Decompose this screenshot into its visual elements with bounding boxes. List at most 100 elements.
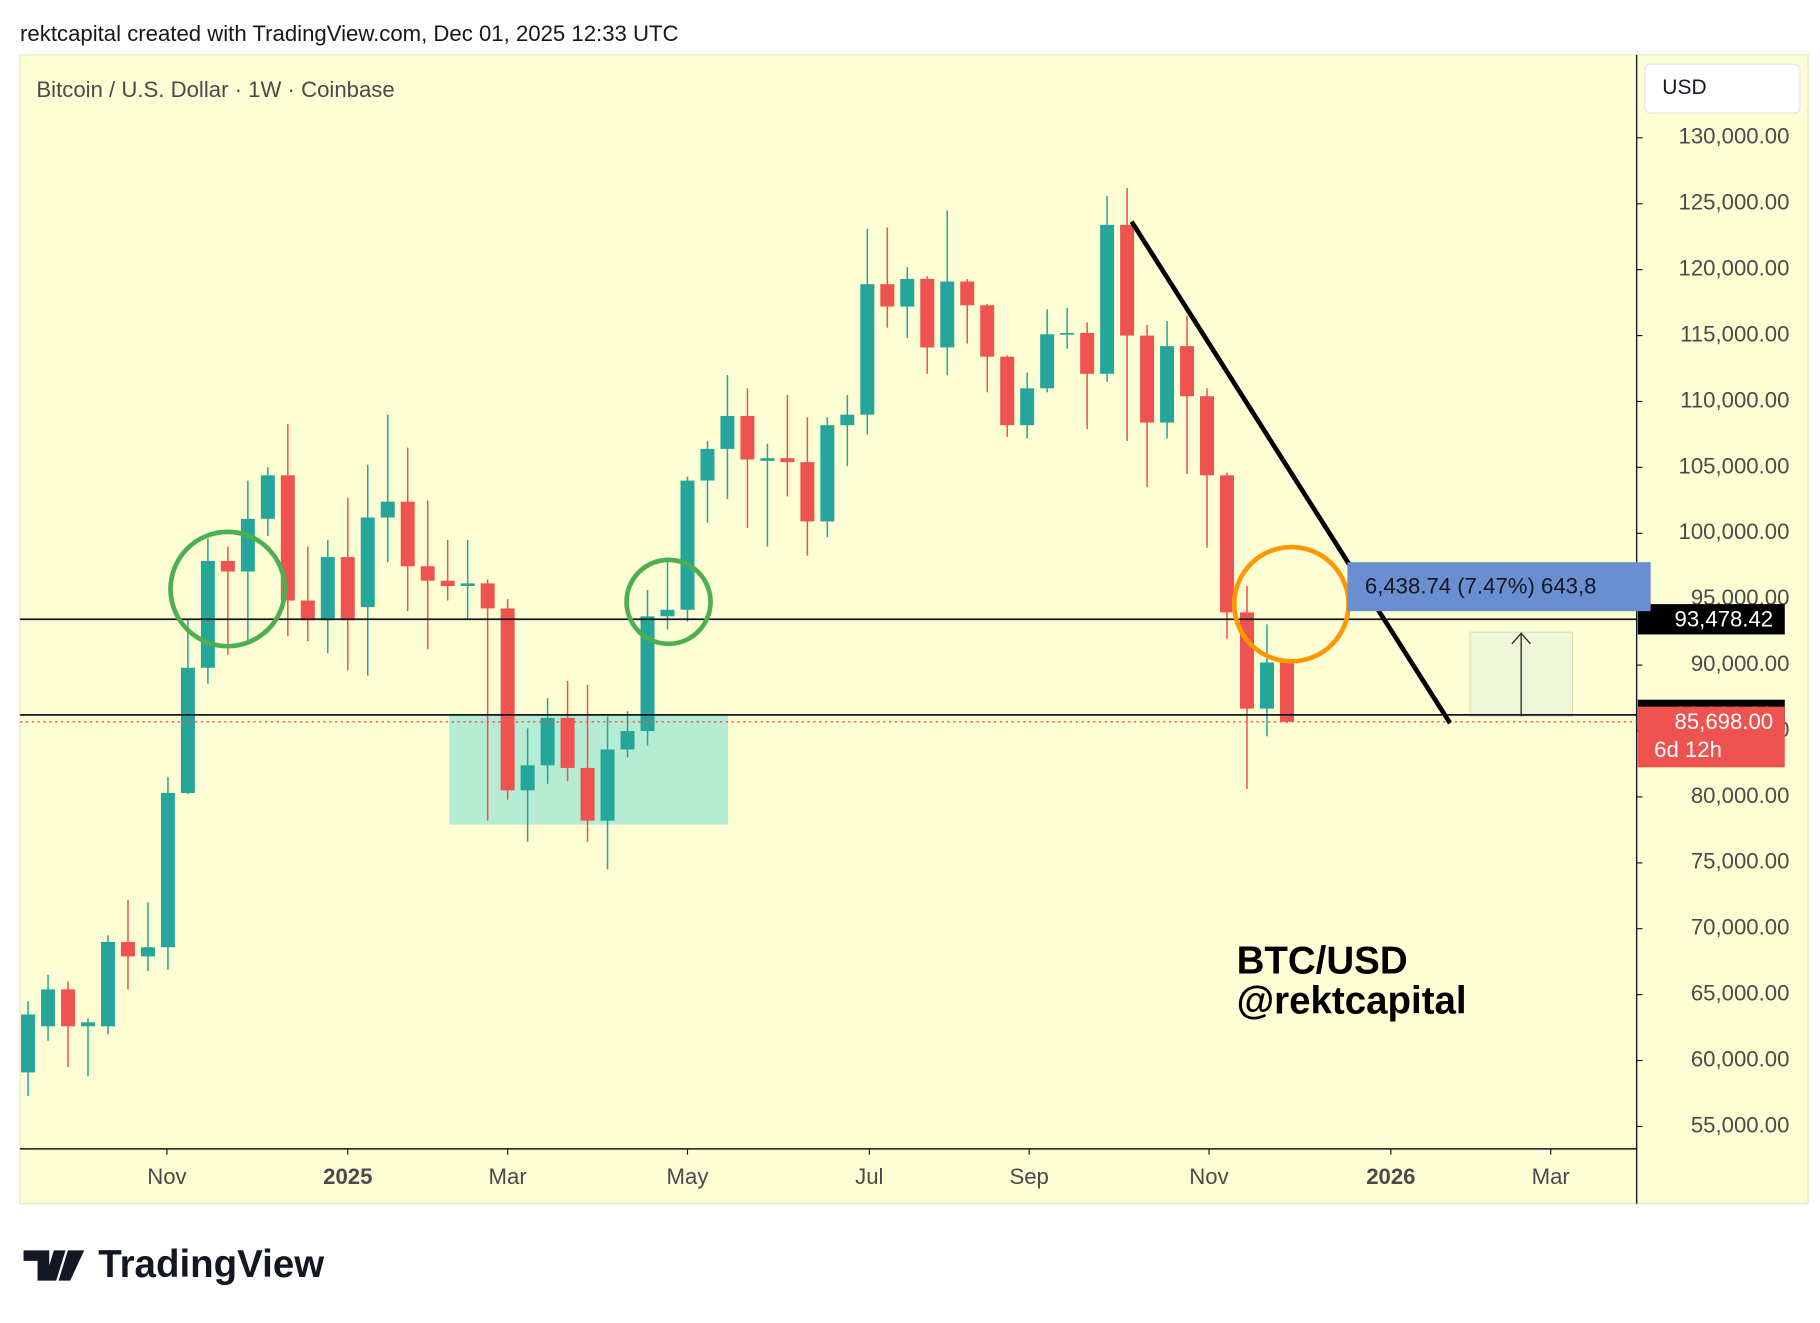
y-tick-label: 120,000.00 <box>1679 256 1790 281</box>
candle-body <box>21 1014 36 1073</box>
y-tick-label: 90,000.00 <box>1691 651 1790 676</box>
y-tick-label: 115,000.00 <box>1680 321 1789 346</box>
candle-body <box>460 583 475 587</box>
x-tick-label: Mar <box>1532 1164 1571 1189</box>
y-tick-label: 55,000.00 <box>1691 1112 1790 1137</box>
candle-body <box>500 608 515 791</box>
annotations: BTC/USD @rektcapital 6,438.74 (7.47%) 64… <box>168 220 1651 1022</box>
last-price-label: 85,698.00 <box>1675 709 1774 734</box>
candle-body <box>520 765 535 791</box>
countdown: 6d 12h <box>1654 737 1722 762</box>
symbol-title: Bitcoin / U.S. Dollar · 1W · Coinbase <box>36 77 394 102</box>
candle-body <box>1180 346 1195 397</box>
candle-body <box>1000 356 1015 426</box>
candle-body <box>560 717 575 768</box>
highlight-circle <box>624 557 713 647</box>
candle-body <box>1259 662 1274 709</box>
candle-body <box>1200 396 1215 476</box>
candle-body <box>360 517 375 608</box>
candle-body <box>400 501 415 567</box>
watermark: BTC/USD <box>1237 940 1408 983</box>
candle-body <box>760 458 775 461</box>
y-tick-label: 110,000.00 <box>1680 387 1789 412</box>
y-tick-label: 80,000.00 <box>1691 783 1790 808</box>
candle-body <box>300 600 315 621</box>
candle-body <box>160 792 175 948</box>
chart-background <box>19 54 1809 1205</box>
candle-body <box>980 305 995 357</box>
candle-body <box>700 448 715 481</box>
plot-area <box>20 187 1637 1097</box>
candle-body <box>900 278 915 307</box>
highlight-circle <box>168 529 288 649</box>
candle-body <box>920 278 935 348</box>
candle-body <box>840 414 855 426</box>
candle-body <box>440 580 455 587</box>
candle-body <box>880 284 895 307</box>
candle-body <box>120 941 135 957</box>
candle-body <box>720 415 735 449</box>
candle-body <box>680 480 695 610</box>
y-tick-label: 70,000.00 <box>1691 915 1790 940</box>
header: rektcapital created with TradingView.com… <box>20 21 678 46</box>
last-price-box <box>1637 706 1785 768</box>
trend-line <box>1129 220 1452 725</box>
candle-body <box>820 425 835 522</box>
currency: USD <box>1662 76 1706 99</box>
level-label-box <box>1637 604 1785 635</box>
candle-body <box>340 557 355 621</box>
logo-text: TradingView <box>98 1243 325 1286</box>
projection-arrow-head <box>1511 632 1532 645</box>
candle-body <box>260 475 275 519</box>
logo-icon <box>23 1250 85 1281</box>
x-tick-label: Jul <box>855 1164 883 1189</box>
candle-body <box>100 941 115 1027</box>
candle-body <box>61 989 76 1027</box>
y-tick-label: 125,000.00 <box>1679 190 1790 215</box>
y-tick-label: 130,000.00 <box>1679 124 1790 149</box>
candle-body <box>220 560 235 572</box>
candle-body <box>200 560 215 668</box>
watermark: @rektcapital <box>1237 979 1467 1022</box>
candle-body <box>1279 662 1294 722</box>
measurement-box <box>1347 562 1651 612</box>
candle-body <box>1239 612 1254 709</box>
candle-body <box>320 557 335 621</box>
logo: TradingView <box>23 1243 325 1286</box>
candle-body <box>380 501 395 518</box>
candle-body <box>660 609 675 617</box>
candle-body <box>480 583 495 609</box>
y-tick-label: 60,000.00 <box>1691 1046 1790 1071</box>
candle-body <box>780 458 795 463</box>
candle-body <box>81 1022 95 1027</box>
x-tick-label: Sep <box>1009 1164 1048 1189</box>
x-tick-label: Mar <box>489 1164 528 1189</box>
candle-body <box>180 667 195 793</box>
x-tick-label: May <box>667 1164 710 1189</box>
currency-button[interactable] <box>1644 63 1801 114</box>
level-label: 93,478.42 <box>1675 606 1774 631</box>
y-tick-label: 65,000.00 <box>1691 981 1790 1006</box>
candle-body <box>940 281 955 348</box>
candle-body <box>580 767 595 821</box>
x-tick-label: Nov <box>1189 1164 1228 1189</box>
candle-body <box>1060 332 1075 335</box>
candle-body <box>280 475 295 601</box>
candle-body <box>1160 346 1175 423</box>
candle-body <box>1040 334 1055 389</box>
candle-body <box>620 731 635 750</box>
candle-body <box>41 989 56 1027</box>
candle-body <box>1120 224 1135 336</box>
candle-body <box>860 284 875 415</box>
x-tick-label: 2025 <box>323 1164 372 1189</box>
measurement-label: 6,438.74 (7.47%) 643,8 <box>1365 574 1597 599</box>
candle-body <box>800 462 815 522</box>
candle-body <box>1220 475 1235 613</box>
candle-body <box>960 281 975 306</box>
y-tick-label: 75,000.00 <box>1691 849 1790 874</box>
candle-body <box>540 717 555 766</box>
x-tick-label: 2026 <box>1366 1164 1415 1189</box>
candle-body <box>420 566 435 581</box>
candle-body <box>1100 224 1115 374</box>
